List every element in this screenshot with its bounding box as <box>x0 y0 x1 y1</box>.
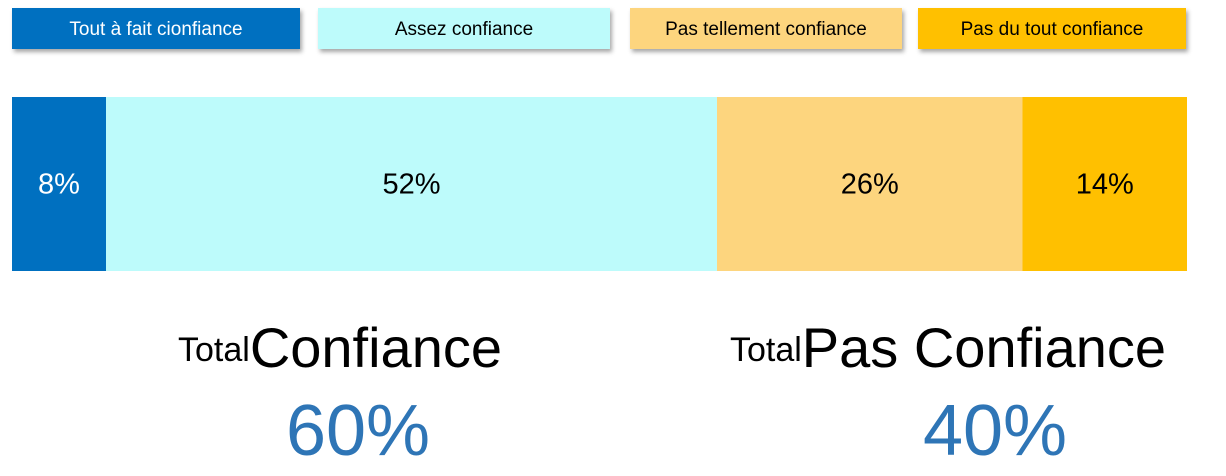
legend-label: Pas tellement confiance <box>665 19 867 40</box>
total-value: 40% <box>923 391 1067 471</box>
total-label: Pas Confiance <box>802 316 1166 379</box>
legend-swatch <box>318 8 610 49</box>
total-heading: TotalConfiance <box>178 316 502 379</box>
bar-segment <box>1022 97 1187 271</box>
data-label: 52% <box>382 169 440 201</box>
total-prefix: Total <box>178 331 250 369</box>
bar-segment <box>717 97 1023 271</box>
legend-label: Tout à fait cionfiance <box>69 19 242 40</box>
legend-label: Pas du tout confiance <box>961 19 1144 40</box>
data-label: 14% <box>1076 169 1134 201</box>
bar-segment <box>106 97 717 271</box>
data-label: 8% <box>38 169 80 201</box>
legend-swatch <box>918 8 1186 49</box>
legend-label: Assez confiance <box>395 19 533 40</box>
data-label: 26% <box>841 169 899 201</box>
bar-segment <box>12 97 106 271</box>
total-prefix: Total <box>730 331 802 369</box>
total-heading: TotalPas Confiance <box>730 316 1166 379</box>
legend-swatch <box>630 8 902 49</box>
total-label: Confiance <box>250 316 502 379</box>
total-value: 60% <box>286 391 430 471</box>
legend-swatch <box>12 8 300 49</box>
